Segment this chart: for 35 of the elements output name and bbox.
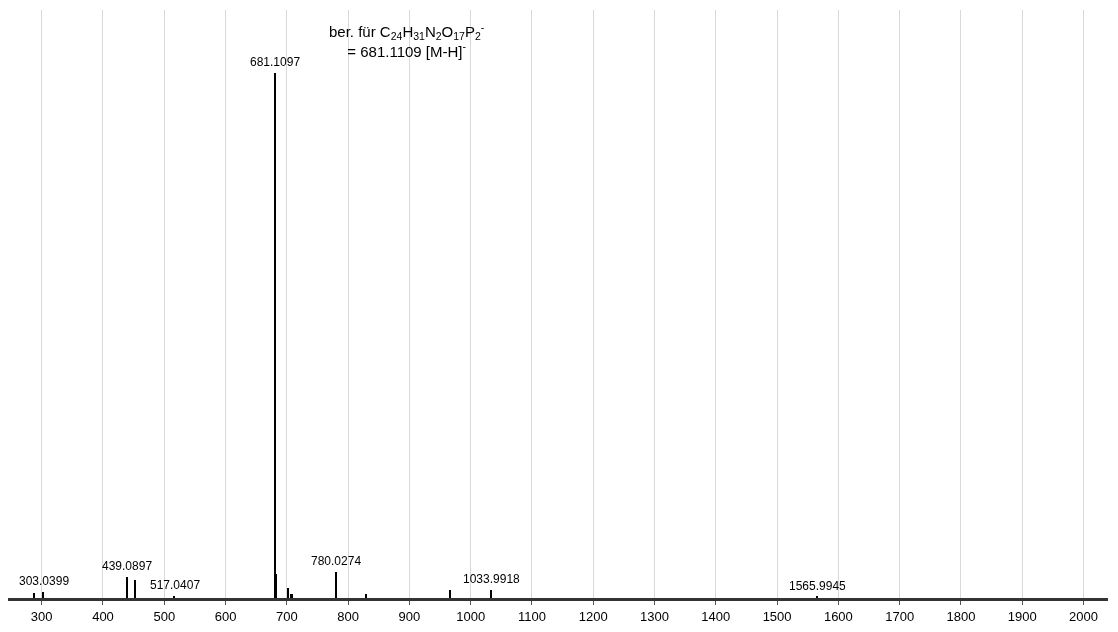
annotation: 303.0399: [19, 574, 70, 588]
annotation: 681.1097: [250, 55, 301, 69]
annotation: 1565.9945: [789, 579, 847, 593]
x-tick-label: 1300: [640, 608, 669, 624]
x-tick-label: 500: [153, 608, 176, 624]
x-tick-label: 1200: [578, 608, 608, 624]
bar: [335, 572, 337, 598]
bar: [33, 593, 35, 598]
x-tick-label: 400: [92, 608, 114, 624]
annotation: 780.0274: [311, 554, 362, 568]
annotation: 1033.9918: [463, 572, 521, 586]
bar: [365, 594, 367, 598]
x-tick-label: 1100: [517, 608, 546, 624]
x-tick-label: 300: [30, 608, 53, 624]
x-tick-label: 600: [214, 608, 237, 624]
x-tick-label: 1900: [1007, 608, 1037, 624]
bar: [287, 588, 289, 598]
x-tick-label: 1500: [762, 608, 792, 624]
bar: [274, 73, 276, 598]
annotation: 517.0407: [150, 578, 201, 592]
x-tick-label: 1600: [823, 608, 853, 624]
bar: [126, 577, 128, 598]
bar: [42, 592, 44, 598]
x-tick-label: 1000: [456, 608, 486, 624]
bar: [449, 590, 451, 598]
bar: [490, 590, 492, 598]
x-tick-label: 900: [398, 608, 421, 624]
x-tick-label: 800: [337, 608, 359, 624]
annotation: 439.0897: [102, 559, 153, 573]
x-tick-label: 2000: [1069, 608, 1098, 624]
x-tick-label: 1400: [701, 608, 731, 624]
x-tick-label: 1800: [946, 608, 976, 624]
x-tick-label: 1700: [885, 608, 915, 624]
bar: [134, 580, 136, 598]
x-tick-label: 700: [275, 608, 298, 624]
